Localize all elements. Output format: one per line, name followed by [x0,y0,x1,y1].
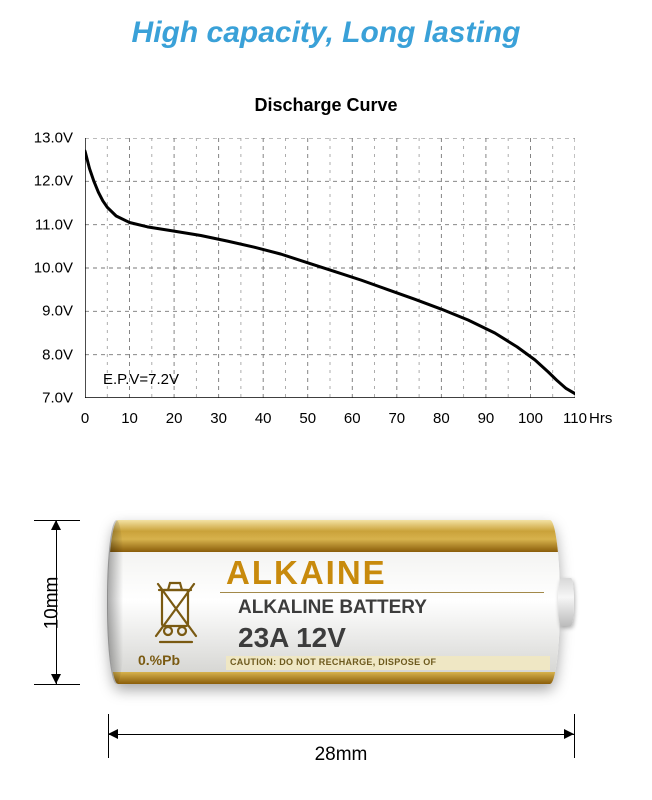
battery-illustration: ALKAINE ALKALINE BATTERY 23A 12V CAUTION… [108,520,560,684]
dimension-height-label: 10mm [41,577,63,630]
y-tick-label: 11.0V [0,216,73,233]
y-tick-label: 9.0V [0,303,73,320]
y-tick-label: 12.0V [0,173,73,190]
x-tick-label: 20 [166,410,183,427]
chart-svg [85,138,575,398]
dimension-width-label: 28mm [108,744,574,766]
wheelie-bin-icon [148,576,204,646]
battery-terminal [558,578,574,626]
headline: High capacity, Long lasting [0,16,652,50]
battery-subtitle: ALKALINE BATTERY [238,597,427,619]
x-axis-unit: Hrs [589,410,612,427]
discharge-chart [85,138,575,398]
chart-title: Discharge Curve [0,95,652,116]
x-tick-label: 80 [433,410,450,427]
battery-divider [220,592,544,593]
battery-pb: 0.%Pb [138,652,180,668]
y-tick-label: 8.0V [0,346,73,363]
battery-gold-top [108,520,560,552]
x-tick-label: 70 [388,410,405,427]
battery-code: 23A 12V [238,622,346,654]
x-tick-label: 30 [210,410,227,427]
y-tick-label: 7.0V [0,390,73,407]
x-tick-label: 0 [81,410,89,427]
y-tick-label: 10.0V [0,260,73,277]
x-tick-label: 110 [563,410,587,427]
y-tick-label: 13.0V [0,130,73,147]
battery-gold-bottom [108,672,560,684]
x-tick-label: 10 [121,410,138,427]
battery-brand: ALKAINE [226,554,387,592]
battery-body: ALKAINE ALKALINE BATTERY 23A 12V CAUTION… [108,520,560,684]
battery-label-area: ALKAINE ALKALINE BATTERY 23A 12V CAUTION… [108,552,560,672]
x-tick-label: 50 [299,410,316,427]
epv-label: E.P.V=7.2V [103,371,179,388]
battery-caution: CAUTION: DO NOT RECHARGE, DISPOSE OF [226,656,550,670]
x-tick-label: 40 [255,410,272,427]
x-tick-label: 100 [518,410,543,427]
x-tick-label: 60 [344,410,361,427]
battery-cap-left [107,520,125,684]
x-tick-label: 90 [478,410,495,427]
